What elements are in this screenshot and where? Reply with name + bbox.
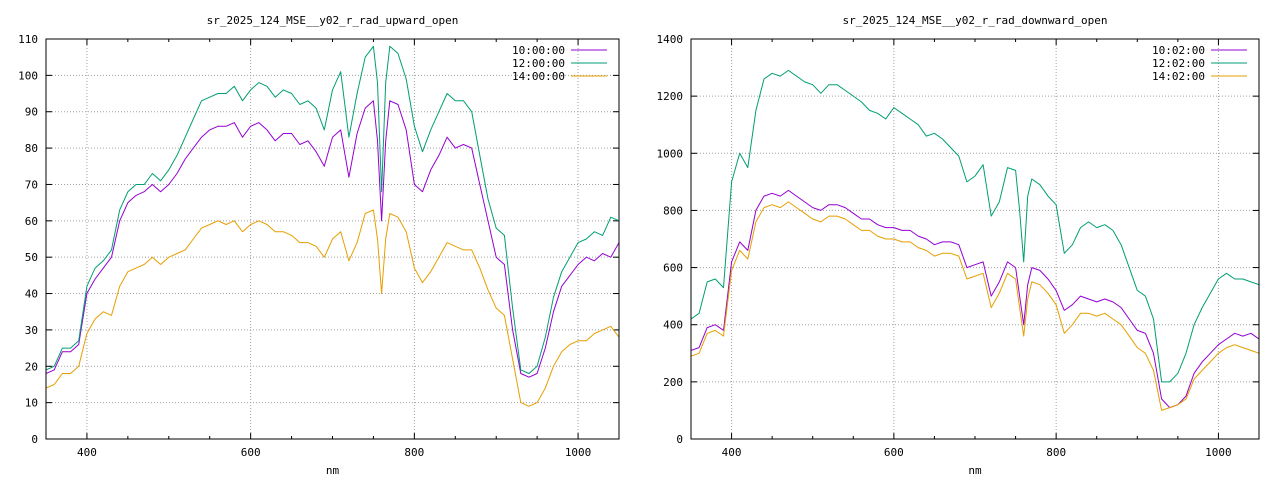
series-line-2 [691, 201, 1259, 411]
x-tick-label: 600 [241, 446, 261, 459]
y-tick-label: 40 [25, 288, 38, 301]
y-tick-label: 110 [18, 33, 38, 46]
x-tick-label: 600 [884, 446, 904, 459]
series-line-1 [691, 69, 1259, 383]
series-line-0 [46, 100, 619, 378]
y-tick-label: 30 [25, 324, 38, 337]
y-tick-label: 20 [25, 360, 38, 373]
series-line-2 [46, 209, 619, 407]
plot-frame [690, 38, 1260, 440]
chart-title: sr_2025_124_MSE__y02_r_rad_upward_open [207, 14, 459, 27]
y-tick-label: 80 [25, 142, 38, 155]
chart-downward: sr_2025_124_MSE__y02_r_rad_downward_open… [657, 14, 1260, 477]
y-tick-label: 90 [25, 106, 38, 119]
x-tick-label: 400 [722, 446, 742, 459]
legend-label: 12:02:00 [1152, 57, 1205, 70]
y-tick-label: 100 [18, 69, 38, 82]
legend-label: 10:02:00 [1152, 44, 1205, 57]
y-tick-label: 60 [25, 215, 38, 228]
chart-upward: sr_2025_124_MSE__y02_r_rad_upward_open 0 1… [18, 14, 620, 477]
y-tick-label: 0 [676, 433, 683, 446]
series-line-0 [691, 189, 1259, 409]
y-tick-label: 800 [663, 204, 683, 217]
legend-label: 14:00:00 [512, 70, 565, 83]
y-tick-label: 0 [31, 433, 38, 446]
y-tick-label: 10 [25, 397, 38, 410]
y-tick-label: 600 [663, 262, 683, 275]
y-tick-label: 70 [25, 178, 38, 191]
plot-frame [45, 38, 620, 440]
y-tick-label: 1000 [657, 147, 684, 160]
y-tick-label: 1200 [657, 90, 684, 103]
legend-label: 10:00:00 [512, 44, 565, 57]
x-tick-label: 400 [77, 446, 97, 459]
y-tick-label: 1400 [657, 33, 684, 46]
chart-title: sr_2025_124_MSE__y02_r_rad_downward_open [843, 14, 1108, 27]
x-tick-label: 1000 [1205, 446, 1232, 459]
y-tick-label: 50 [25, 251, 38, 264]
x-axis-label: nm [968, 464, 982, 477]
legend-label: 14:02:00 [1152, 70, 1205, 83]
x-tick-label: 800 [1046, 446, 1066, 459]
x-tick-label: 800 [404, 446, 424, 459]
y-tick-label: 400 [663, 319, 683, 332]
y-tick-label: 200 [663, 376, 683, 389]
legend-label: 12:00:00 [512, 57, 565, 70]
x-tick-label: 1000 [565, 446, 592, 459]
series-line-1 [46, 45, 619, 374]
x-axis-label: nm [326, 464, 340, 477]
